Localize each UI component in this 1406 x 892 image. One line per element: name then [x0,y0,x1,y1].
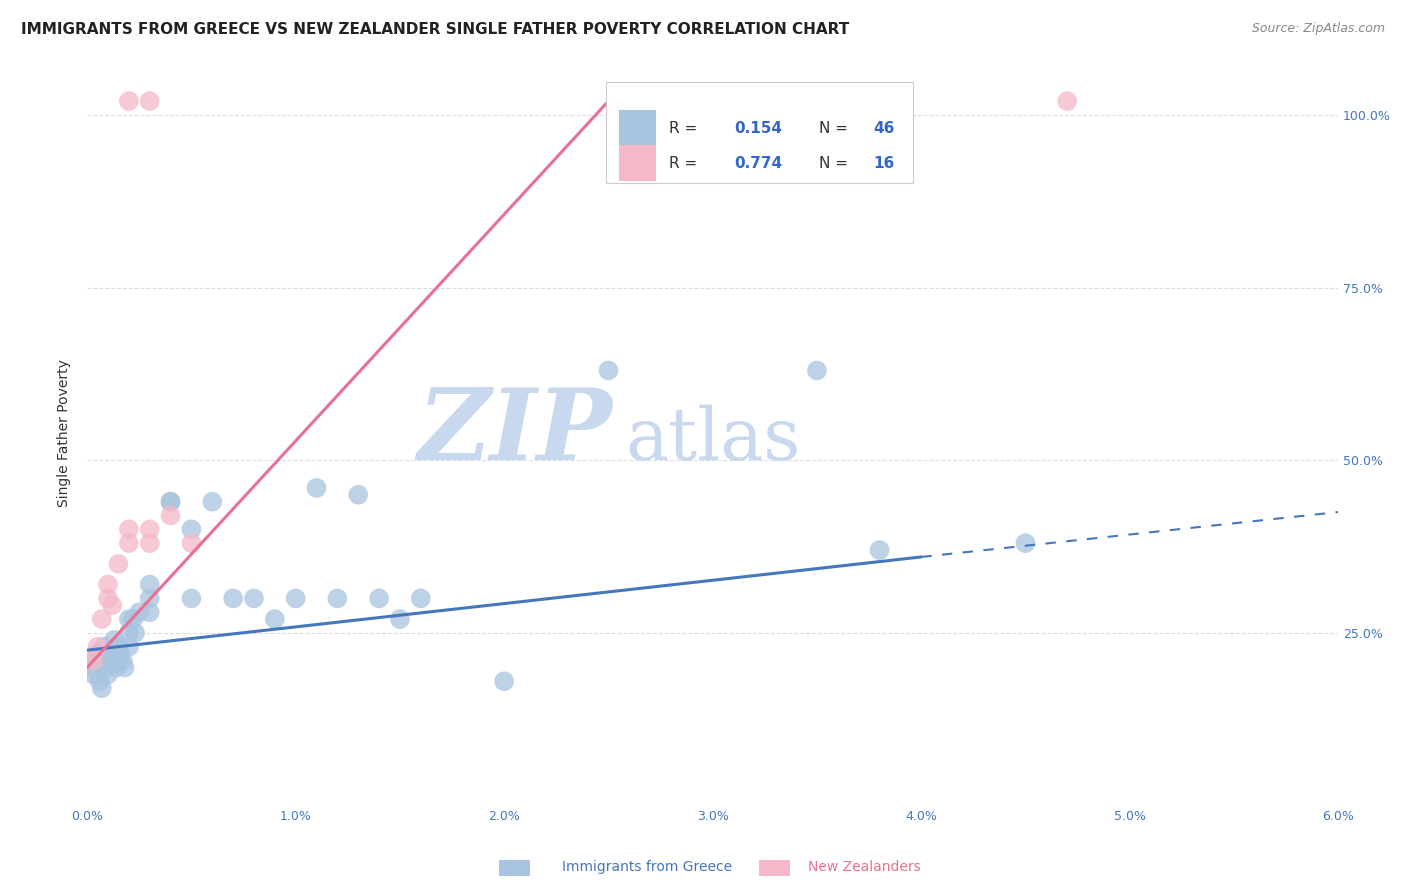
Point [118,640,141,654]
Point [128,605,150,619]
FancyBboxPatch shape [619,111,657,146]
Text: Source: ZipAtlas.com: Source: ZipAtlas.com [1251,22,1385,36]
Point [82,654,104,668]
Point [598,363,620,377]
Point [84,654,107,668]
Point [138,94,160,108]
Point [97,577,120,591]
Point [124,626,146,640]
Point [305,481,328,495]
Point [180,536,202,550]
Text: R =: R = [669,156,702,170]
Point [97,667,120,681]
Point [101,647,124,661]
Point [90,681,112,696]
Point [326,591,349,606]
Point [103,632,125,647]
FancyBboxPatch shape [619,145,657,181]
Point [180,591,202,606]
Point [869,543,891,558]
Point [89,674,111,689]
Point [118,612,141,626]
Point [409,591,432,606]
Point [159,494,181,508]
Point [114,660,136,674]
Point [118,94,141,108]
Point [80,660,103,674]
Point [122,612,145,626]
Point [494,674,516,689]
Point [138,577,160,591]
Point [159,508,181,523]
Point [201,494,224,508]
Point [97,591,120,606]
Point [94,660,117,674]
Point [86,647,108,661]
Text: Immigrants from Greece: Immigrants from Greece [562,860,733,874]
Point [118,522,141,536]
Text: atlas: atlas [626,405,800,475]
Point [388,612,411,626]
Text: R =: R = [669,120,702,136]
Point [101,599,124,613]
Point [1014,536,1036,550]
Point [347,488,370,502]
Text: 0.774: 0.774 [734,156,782,170]
Text: 0.154: 0.154 [734,120,782,136]
Text: 16: 16 [873,156,894,170]
Text: N =: N = [820,156,853,170]
Point [93,640,115,654]
Point [110,647,132,661]
Point [180,522,202,536]
Y-axis label: Single Father Poverty: Single Father Poverty [58,359,72,507]
Text: ZIP: ZIP [418,384,613,481]
Point [107,557,129,571]
Point [82,667,104,681]
FancyBboxPatch shape [606,82,912,183]
Point [1056,94,1078,108]
Point [159,494,181,508]
Point [263,612,285,626]
Point [118,536,141,550]
Point [86,640,108,654]
Point [284,591,307,606]
Point [138,591,160,606]
Point [138,536,160,550]
Point [107,640,129,654]
Point [243,591,266,606]
Point [111,654,134,668]
Point [138,605,160,619]
Point [222,591,245,606]
Text: 46: 46 [873,120,894,136]
Point [368,591,391,606]
Point [90,612,112,626]
Text: IMMIGRANTS FROM GREECE VS NEW ZEALANDER SINGLE FATHER POVERTY CORRELATION CHART: IMMIGRANTS FROM GREECE VS NEW ZEALANDER … [21,22,849,37]
Point [138,522,160,536]
Point [118,626,141,640]
Point [105,660,128,674]
Point [806,363,828,377]
Text: N =: N = [820,120,853,136]
Text: New Zealanders: New Zealanders [808,860,921,874]
Point [97,654,120,668]
